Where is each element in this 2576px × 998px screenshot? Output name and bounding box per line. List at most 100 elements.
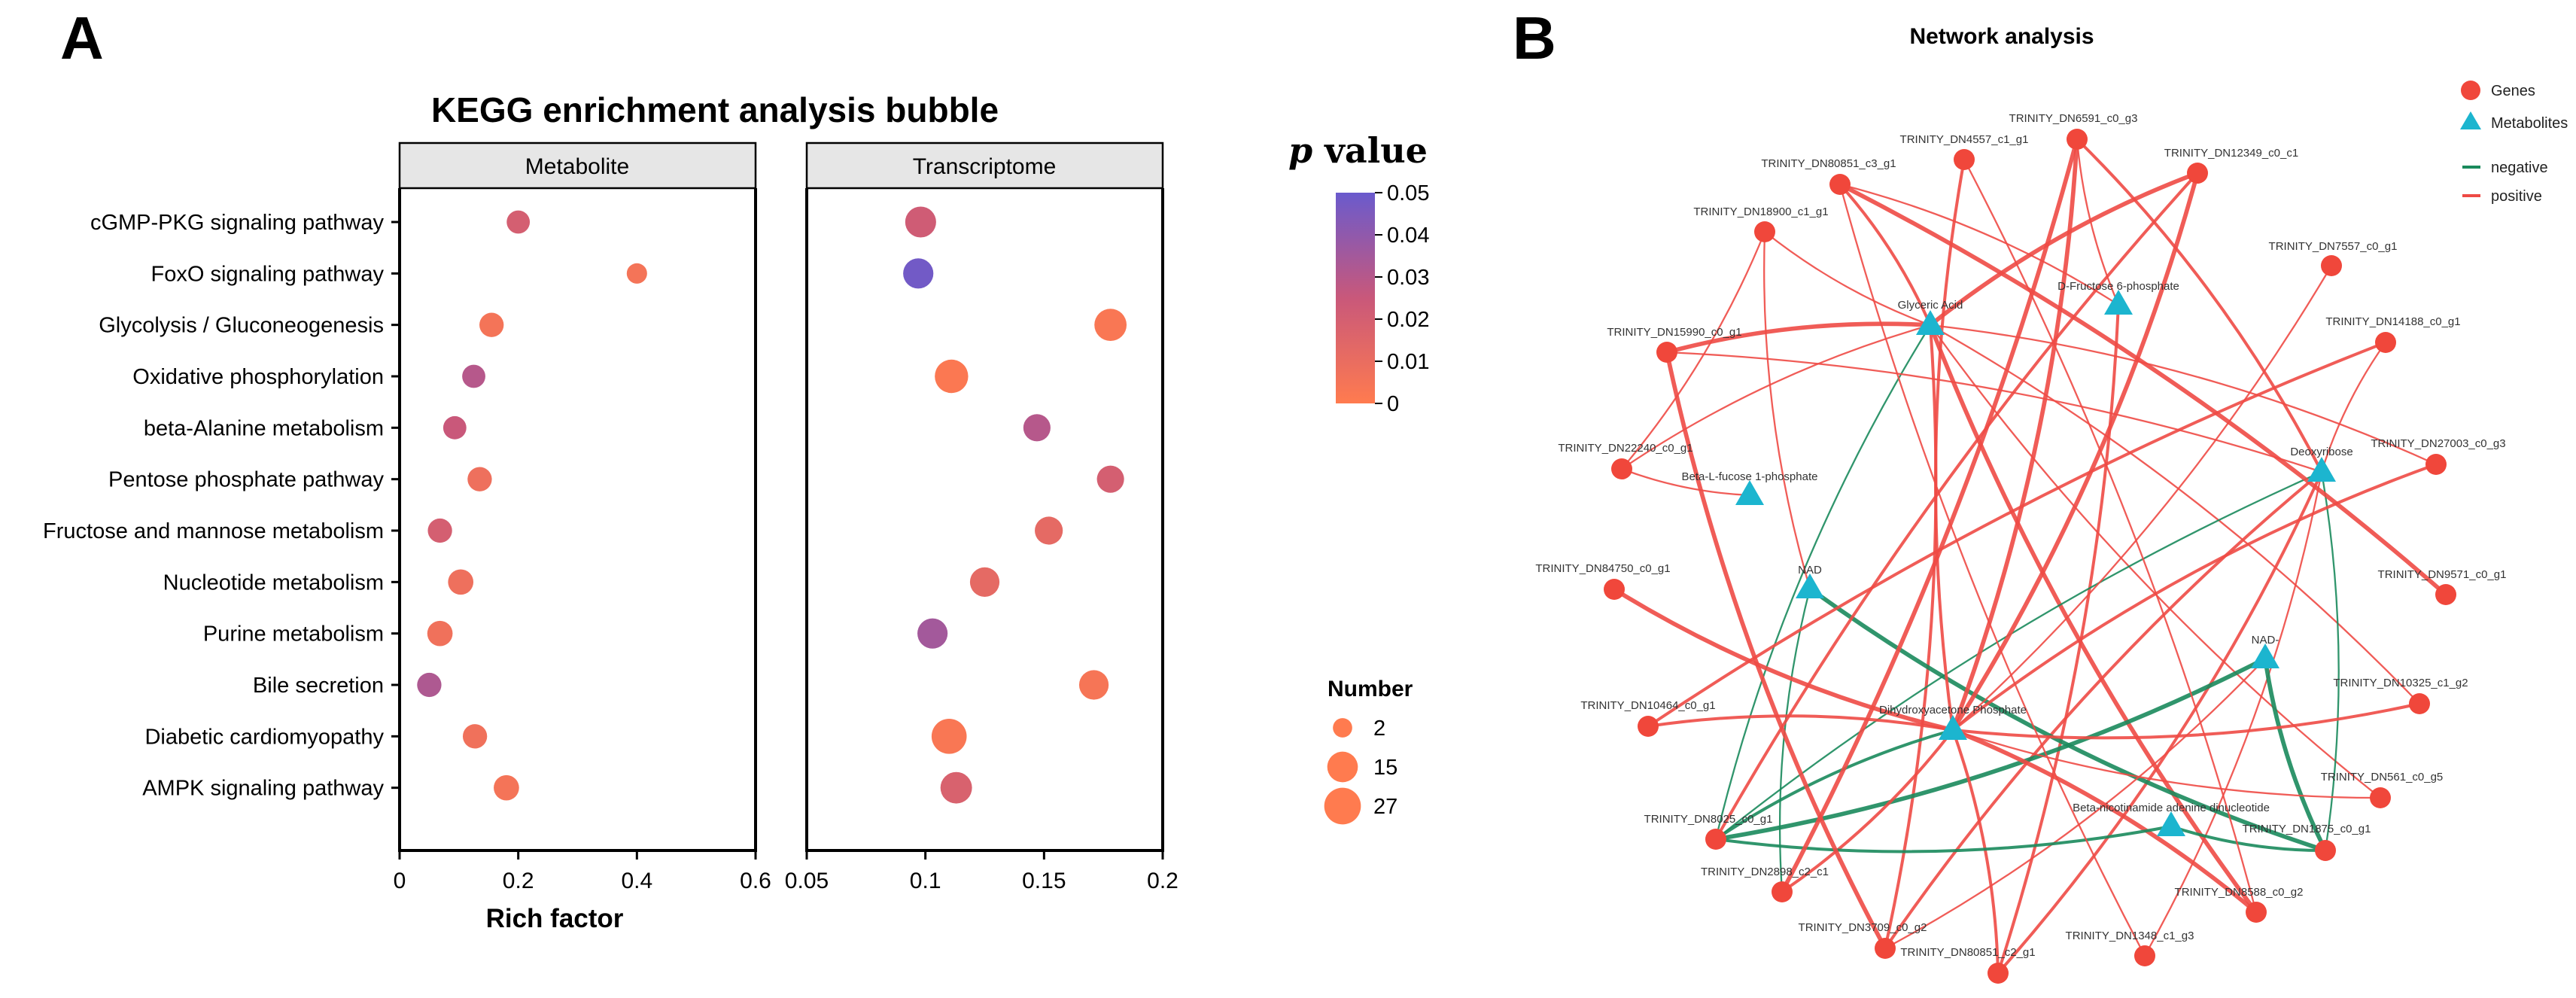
network-edge [1952, 702, 2420, 740]
metabolite-node [2307, 457, 2336, 482]
bubble-point [494, 774, 519, 801]
chart-title: KEGG enrichment analysis bubble [431, 90, 999, 129]
network-edge [1808, 586, 2326, 853]
metabolite-label: Beta-nicotinamide adenine dinucleotide [2073, 802, 2270, 814]
y-tick-label: FoxO signaling pathway [151, 262, 385, 286]
bubble-point [443, 415, 467, 440]
gene-node [1754, 221, 1775, 242]
gene-label: TRINITY_DN10464_c0_g1 [1580, 699, 1715, 712]
color-tick-label: 0.05 [1387, 181, 1429, 205]
legend-metabolite-symbol [2460, 111, 2481, 129]
legend-metabolites-label: Metabolites [2491, 115, 2568, 132]
gene-node [2375, 332, 2396, 353]
color-legend-bar [1336, 193, 1375, 403]
network-edge [1928, 324, 2258, 914]
network-edge [1934, 159, 1966, 731]
network-edge [1951, 463, 2437, 732]
network-edge [1838, 182, 2447, 597]
bubble-point [506, 210, 531, 234]
network-labels: TRINITY_DN6591_c0_g3 TRINITY_DN4557_c1_g1… [1535, 112, 2506, 959]
x-axis-label: Rich factor [486, 904, 624, 933]
network-edge [2320, 342, 2386, 473]
color-tick-label: 0.03 [1387, 266, 1429, 290]
bubble-point [940, 771, 972, 804]
gene-label: TRINITY_DN4557_c1_g1 [1900, 133, 2029, 146]
facet-metabolite: Metabolite cGMP-PKG signaling pathway Fox… [43, 141, 771, 893]
network-edge [1997, 304, 2120, 974]
network-edge [1714, 324, 1931, 840]
metabolite-label: Dihydroxyacetone Phosphate [1879, 704, 2027, 717]
network-edge [1780, 138, 2079, 893]
network-edge [1647, 341, 2386, 728]
legend-genes-label: Genes [2491, 83, 2535, 99]
network-edge [1951, 172, 2200, 732]
network-legend: Genes Metabolites negative positive [2460, 81, 2568, 205]
network-edge [1930, 324, 2381, 799]
size-legend-label: 27 [1373, 795, 1397, 819]
gene-label: TRINITY_DN84750_c0_g1 [1535, 562, 1670, 575]
network-edges [1613, 138, 2447, 975]
metabolite-label: Deoxyribose [2290, 446, 2352, 458]
y-tick-label: cGMP-PKG signaling pathway [90, 211, 385, 235]
x-tick-label: 0.2 [1147, 869, 1179, 893]
y-tick-label: beta-Alanine metabolism [144, 416, 384, 440]
bubble-point [917, 618, 948, 649]
gene-node [1611, 458, 1632, 479]
size-legend-circle [1324, 787, 1361, 825]
bubble-point [462, 364, 485, 388]
y-tick-label: Diabetic cardiomyopathy [144, 725, 384, 749]
gene-label: TRINITY_DN80851_c3_g1 [1761, 157, 1896, 170]
bubble-point [1035, 516, 1063, 545]
gene-node [2067, 129, 2088, 150]
color-legend-title-p: p [1288, 130, 1312, 171]
network-edge [1666, 321, 1931, 354]
gene-label: TRINITY_DN18900_c1_g1 [1693, 205, 1828, 218]
network-edge [1714, 172, 2199, 840]
gene-node [2435, 584, 2456, 605]
gene-label: TRINITY_DN561_c0_g5 [2321, 771, 2444, 783]
metabolite-label: Glyceric Acid [1898, 299, 1963, 312]
gene-node [2187, 163, 2208, 184]
network-edge [1952, 729, 2381, 799]
bubble-point [903, 258, 934, 289]
legend-positive-label: positive [2491, 188, 2542, 205]
network-edge [2320, 471, 2340, 851]
metabolite-label: Beta-L-fucose 1-phosphate [1682, 470, 1818, 483]
size-legend-label: 2 [1373, 717, 1385, 741]
y-tick-label: Pentose phosphate pathway [108, 468, 384, 492]
gene-label: TRINITY_DN7557_c0_g1 [2269, 240, 2398, 253]
x-tick-label: 0.15 [1022, 869, 1066, 893]
network-edge [1764, 231, 1931, 327]
network-edge [1884, 470, 2323, 950]
gene-node [2409, 693, 2430, 714]
gene-label: TRINITY_DN9571_c0_g1 [2378, 568, 2507, 581]
panel-letter-a: A [60, 5, 104, 72]
size-legend-circle [1327, 751, 1358, 783]
metabolite-node [1939, 715, 1967, 740]
bubble-point [479, 312, 504, 337]
facet-transcriptome: Transcriptome 0.05 0.1 0.15 0.2 [785, 141, 1179, 893]
y-tick-label: Glycolysis / Gluconeogenesis [99, 314, 384, 338]
metabolite-label: D-Fructose 6-phosphate [2057, 280, 2179, 293]
x-tick-label: 0.2 [503, 869, 534, 893]
gene-node [1954, 149, 1975, 170]
bubble-point [905, 206, 936, 238]
network-edge [1952, 265, 2332, 731]
bubble-point [427, 620, 453, 647]
gene-label: TRINITY_DN8588_c0_g2 [2175, 886, 2304, 899]
network-edge [1929, 171, 2199, 327]
size-legend-label: 15 [1373, 756, 1397, 780]
metabolite-node [1916, 310, 1945, 335]
bubble-point [969, 567, 1000, 597]
gene-label: TRINITY_DN10325_c1_g2 [2333, 677, 2468, 689]
gene-label: TRINITY_DN22240_c0_g1 [1558, 442, 1692, 455]
network-edge [1621, 231, 1766, 470]
color-tick-label: 0.04 [1387, 224, 1429, 248]
panel-a: A KEGG enrichment analysis bubble Metabo… [43, 5, 1429, 933]
bubble-point [427, 518, 452, 543]
network-edge [1951, 138, 2079, 731]
network-title: Network analysis [1909, 24, 2094, 49]
bubble-point [1094, 309, 1127, 342]
network-edge [1714, 729, 1954, 841]
